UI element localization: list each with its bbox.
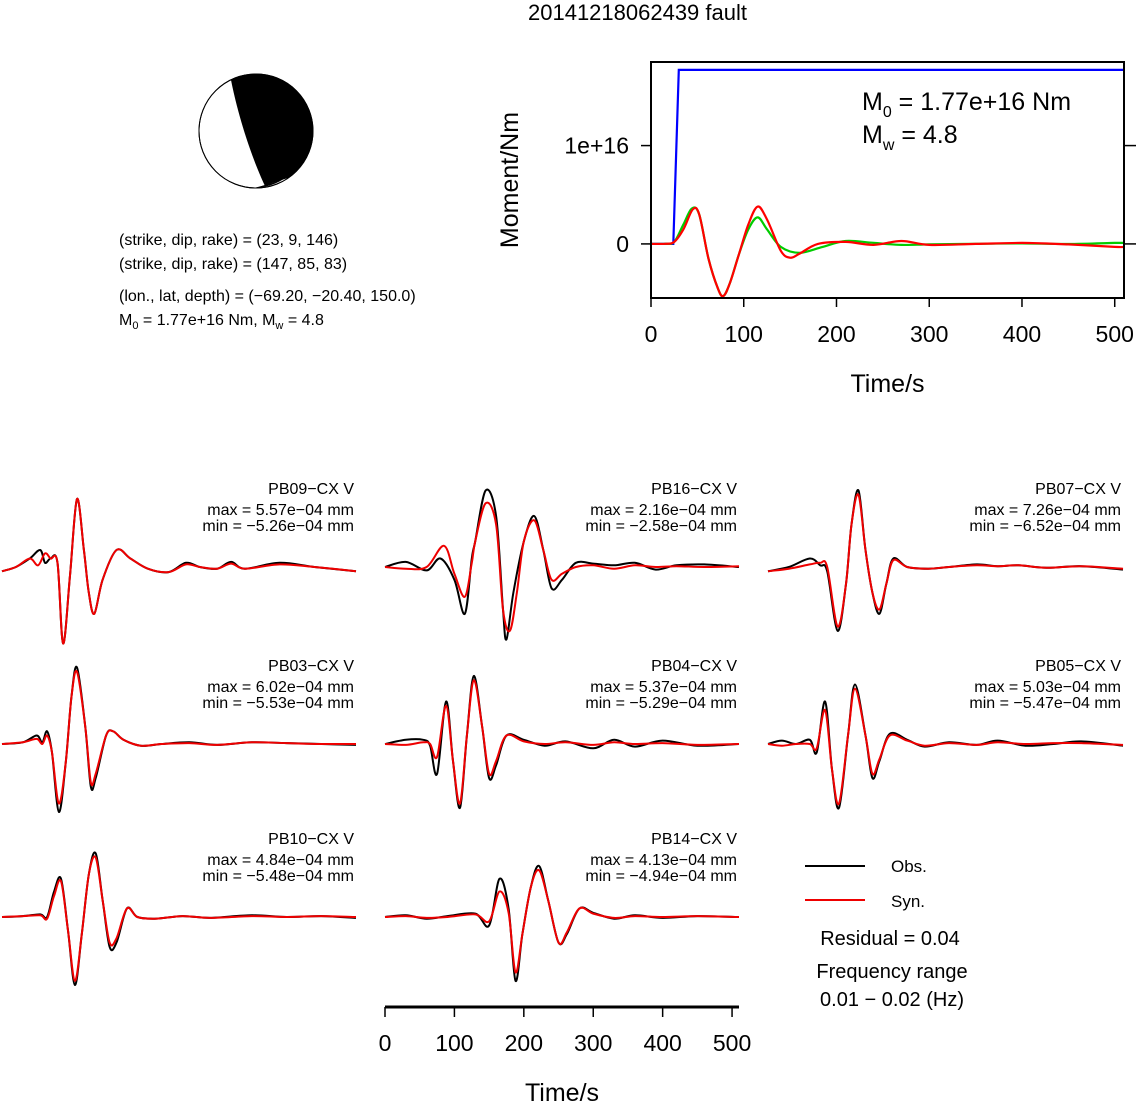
- station-label: PB05−CX V: [1035, 658, 1121, 675]
- time-axis-tick-label: 100: [435, 1030, 473, 1056]
- observed-trace: [384, 488, 740, 641]
- station-max: max = 6.02e−04 mm: [207, 679, 354, 696]
- station-min: min = −4.94e−04 mm: [585, 868, 737, 885]
- station-max: max = 5.57e−04 mm: [207, 502, 354, 519]
- moment-x-tick-label: 0: [645, 321, 658, 347]
- synthetic-trace: [1, 497, 357, 645]
- moment-x-label: Time/s: [850, 370, 924, 398]
- station-max: max = 5.03e−04 mm: [974, 679, 1121, 696]
- page-title: 20141218062439 fault: [528, 0, 747, 25]
- synthetic-trace: [384, 501, 740, 633]
- station-label: PB03−CX V: [268, 658, 354, 675]
- station-max: max = 4.84e−04 mm: [207, 852, 354, 869]
- time-axis-tick-label: 0: [379, 1030, 392, 1056]
- moment-plot-frame: [650, 61, 1125, 299]
- plane1-text: (strike, dip, rake) = (23, 9, 146): [119, 232, 339, 249]
- moment-annotation-m0: M0 = 1.77e+16 Nm: [862, 88, 1071, 121]
- station-min: min = −5.53e−04 mm: [202, 695, 354, 712]
- station-label: PB14−CX V: [651, 831, 737, 848]
- beachball-icon: [198, 73, 314, 189]
- moment-series-1: [650, 206, 1125, 298]
- station-max: max = 2.16e−04 mm: [590, 502, 737, 519]
- station-min: min = −5.29e−04 mm: [585, 695, 737, 712]
- moment-chart: 0 100 200 300 400 500 0 1e+16 Time/s Moment/Nm M0 …: [496, 61, 1136, 398]
- moment-x-tick-label: 400: [1003, 321, 1041, 347]
- magnitude-text: M0 = 1.77e+16 Nm, Mw = 4.8: [119, 312, 324, 333]
- frequency-range: 0.01 − 0.02 (Hz): [820, 989, 964, 1011]
- residual-text: Residual = 0.04: [820, 928, 960, 950]
- legend-syn-label: Syn.: [891, 892, 925, 911]
- moment-y-label: Moment/Nm: [496, 112, 524, 248]
- station-label: PB07−CX V: [1035, 481, 1121, 498]
- station-min: min = −2.58e−04 mm: [585, 518, 737, 535]
- moment-y-tick-label: 0: [616, 231, 629, 257]
- synthetic-trace: [384, 679, 740, 805]
- station-label: PB16−CX V: [651, 481, 737, 498]
- moment-series-2: [650, 205, 1125, 298]
- beachball-compressional: [231, 74, 313, 186]
- legend: Obs. Syn.: [805, 857, 927, 911]
- time-axis-tick-label: 500: [713, 1030, 751, 1056]
- synthetic-trace: [1, 855, 357, 982]
- moment-annotation-mw: Mw = 4.8: [862, 121, 958, 154]
- station-max: max = 4.13e−04 mm: [590, 852, 737, 869]
- observed-trace: [384, 674, 740, 809]
- synthetic-trace: [767, 493, 1124, 628]
- station-max: max = 7.26e−04 mm: [974, 502, 1121, 519]
- moment-x-tick-label: 200: [817, 321, 855, 347]
- moment-y-tick-label: 1e+16: [564, 133, 629, 159]
- station-min: min = −5.26e−04 mm: [202, 518, 354, 535]
- station-label: PB04−CX V: [651, 658, 737, 675]
- time-axis-label: Time/s: [525, 1079, 599, 1103]
- station-min: min = −5.48e−04 mm: [202, 868, 354, 885]
- time-axis-tick-label: 400: [643, 1030, 681, 1056]
- observed-trace: [767, 683, 1124, 810]
- moment-x-tick-label: 100: [725, 321, 763, 347]
- legend-obs-label: Obs.: [891, 857, 927, 876]
- station-min: min = −5.47e−04 mm: [969, 695, 1121, 712]
- moment-x-tick-label: 300: [910, 321, 948, 347]
- location-text: (lon., lat, depth) = (−69.20, −20.40, 15…: [119, 288, 416, 305]
- station-label: PB10−CX V: [268, 831, 354, 848]
- station-min: min = −6.52e−04 mm: [969, 518, 1121, 535]
- time-axis-tick-label: 200: [505, 1030, 543, 1056]
- moment-x-tick-label: 500: [1096, 321, 1134, 347]
- synthetic-trace: [1, 669, 357, 805]
- station-max: max = 5.37e−04 mm: [590, 679, 737, 696]
- synthetic-trace: [384, 868, 740, 974]
- plane2-text: (strike, dip, rake) = (147, 85, 83): [119, 256, 348, 273]
- station-label: PB09−CX V: [268, 481, 354, 498]
- frequency-label: Frequency range: [816, 961, 967, 983]
- synthetic-trace: [767, 687, 1124, 806]
- time-axis-tick-label: 300: [574, 1030, 612, 1056]
